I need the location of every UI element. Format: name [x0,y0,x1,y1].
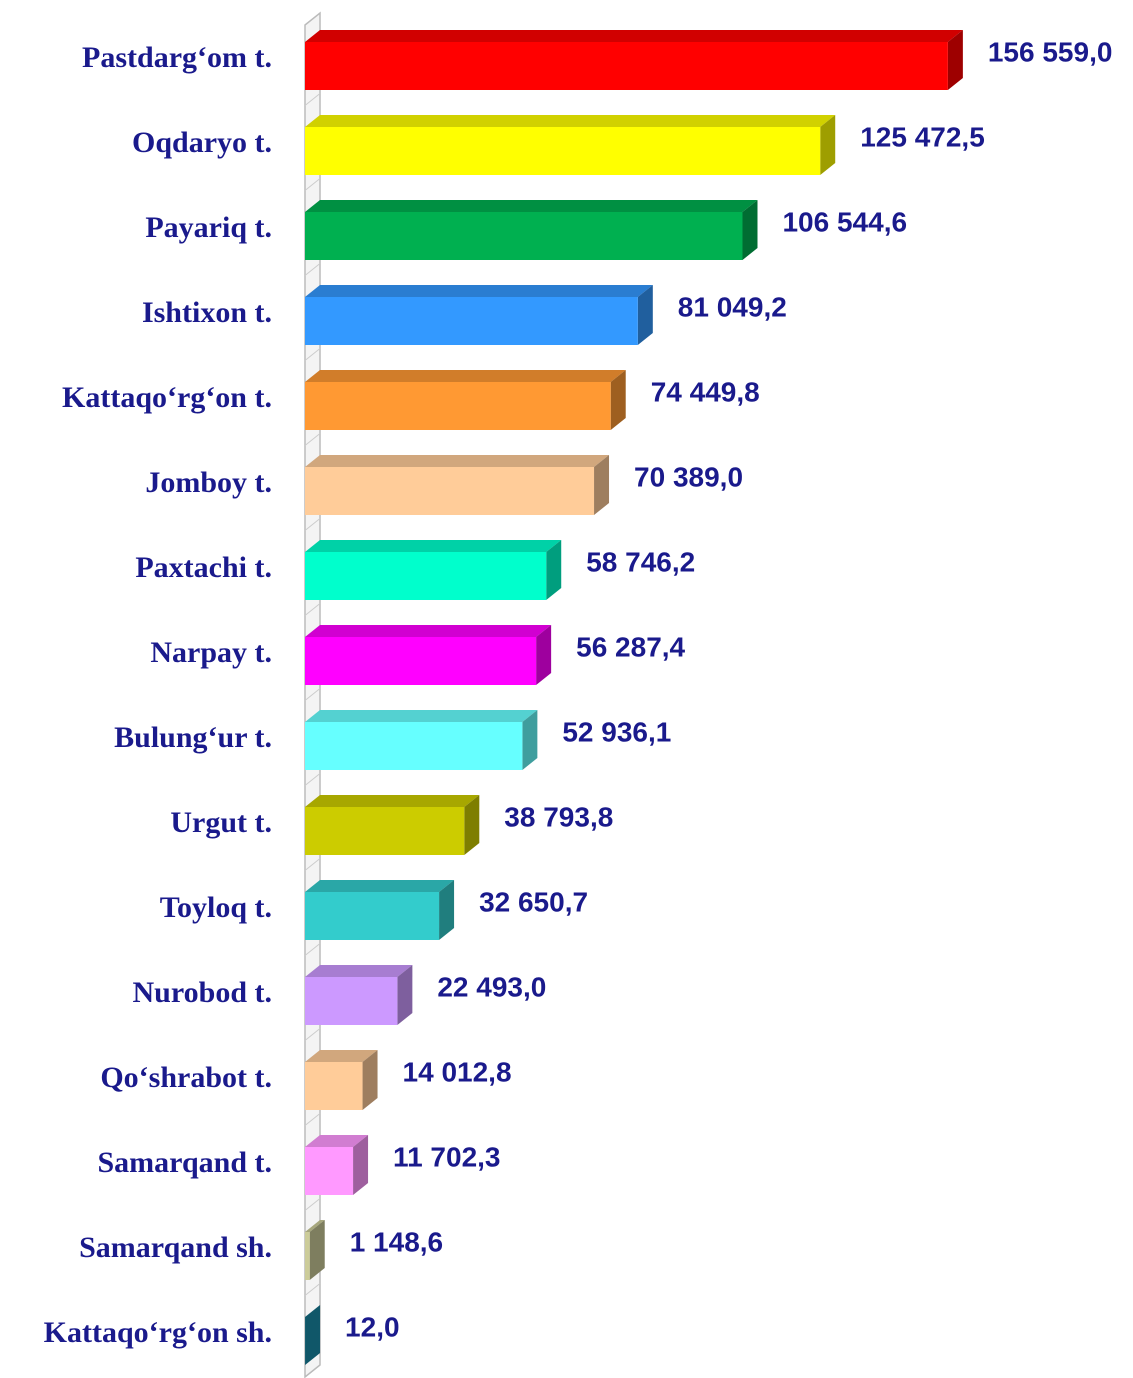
bar-top [305,200,758,212]
bar [305,42,948,90]
bar-top [305,1220,325,1232]
category-label: Kattaqo‘rg‘on sh. [44,1316,272,1349]
category-label: Oqdaryo t. [132,126,272,159]
wall-tick [304,1113,321,1126]
wall-tick [304,603,321,616]
bar-top [305,30,963,42]
bar-side [820,115,836,175]
category-label: Paxtachi t. [135,551,272,584]
bar [305,212,743,260]
wall-tick [304,858,321,871]
bar-top [305,370,626,382]
bar-top [305,625,552,637]
bar [305,1062,363,1110]
bar-side [536,625,552,685]
value-label: 12,0 [345,1311,400,1342]
bar-top [305,795,480,807]
bar-top [305,540,562,552]
bar-side [522,710,538,770]
bar-top [305,1050,378,1062]
wall-tick [304,1028,321,1041]
wall-tick [304,433,321,446]
value-label: 125 472,5 [860,121,985,152]
bar [305,722,523,770]
bar-side [742,200,758,260]
bar-top [305,285,653,297]
value-label: 81 049,2 [678,291,787,322]
bar [305,297,638,345]
bar [305,807,465,855]
value-label: 22 493,0 [437,971,546,1002]
value-label: 106 544,6 [782,206,907,237]
category-label: Ishtixon t. [142,296,272,329]
category-label: Urgut t. [170,806,272,839]
bar-side [464,795,480,855]
bar-top [305,880,455,892]
bar-side [353,1135,369,1195]
category-label: Kattaqo‘rg‘on t. [62,381,272,414]
wall-tick [304,348,321,361]
bar-side [637,285,653,345]
category-label: Pastdarg‘om t. [82,41,272,74]
category-label: Payariq t. [145,211,272,244]
bar-side [309,1220,325,1280]
category-label: Nurobod t. [133,976,272,1009]
category-label: Samarqand t. [98,1146,273,1179]
value-label: 70 389,0 [634,461,743,492]
wall-tick [304,688,321,701]
value-label: 38 793,8 [504,801,613,832]
bar [305,977,398,1025]
value-label: 74 449,8 [651,376,760,407]
bar [305,1232,310,1280]
wall-tick [304,93,321,106]
bar-side [546,540,562,600]
wall-tick [304,1283,321,1296]
category-label: Qo‘shrabot t. [100,1061,272,1094]
wall-tick [304,1198,321,1211]
category-label: Jomboy t. [145,466,272,499]
category-label: Toyloq t. [160,891,272,924]
bar-top [305,115,836,127]
bar [305,127,821,175]
bar-top [305,455,610,467]
value-label: 156 559,0 [988,36,1113,67]
bar [305,637,537,685]
value-label: 32 650,7 [479,886,588,917]
bar-side [947,30,963,90]
wall-tick [304,518,321,531]
bar-side [594,455,610,515]
bar-top [305,710,538,722]
bar-side [439,880,455,940]
value-label: 56 287,4 [576,631,685,662]
bar-side [305,1305,321,1365]
value-label: 14 012,8 [403,1056,512,1087]
bar-side [610,370,626,430]
bar [305,1147,354,1195]
bar-top [305,1135,369,1147]
value-label: 52 936,1 [562,716,671,747]
category-label: Samarqand sh. [79,1231,272,1264]
bar-side [397,965,413,1025]
bar-top [305,965,413,977]
category-label: Narpay t. [150,636,272,669]
wall-tick [304,943,321,956]
bar-side [362,1050,378,1110]
value-label: 58 746,2 [586,546,695,577]
wall-tick [304,178,321,191]
bar-top [305,1305,321,1317]
bar [305,382,611,430]
bar [305,892,440,940]
bar [305,552,547,600]
category-label: Bulung‘ur t. [114,721,272,754]
value-label: 1 148,6 [350,1226,443,1257]
bar [305,467,595,515]
wall-tick [304,773,321,786]
value-label: 11 702,3 [393,1141,500,1172]
wall-tick [304,263,321,276]
